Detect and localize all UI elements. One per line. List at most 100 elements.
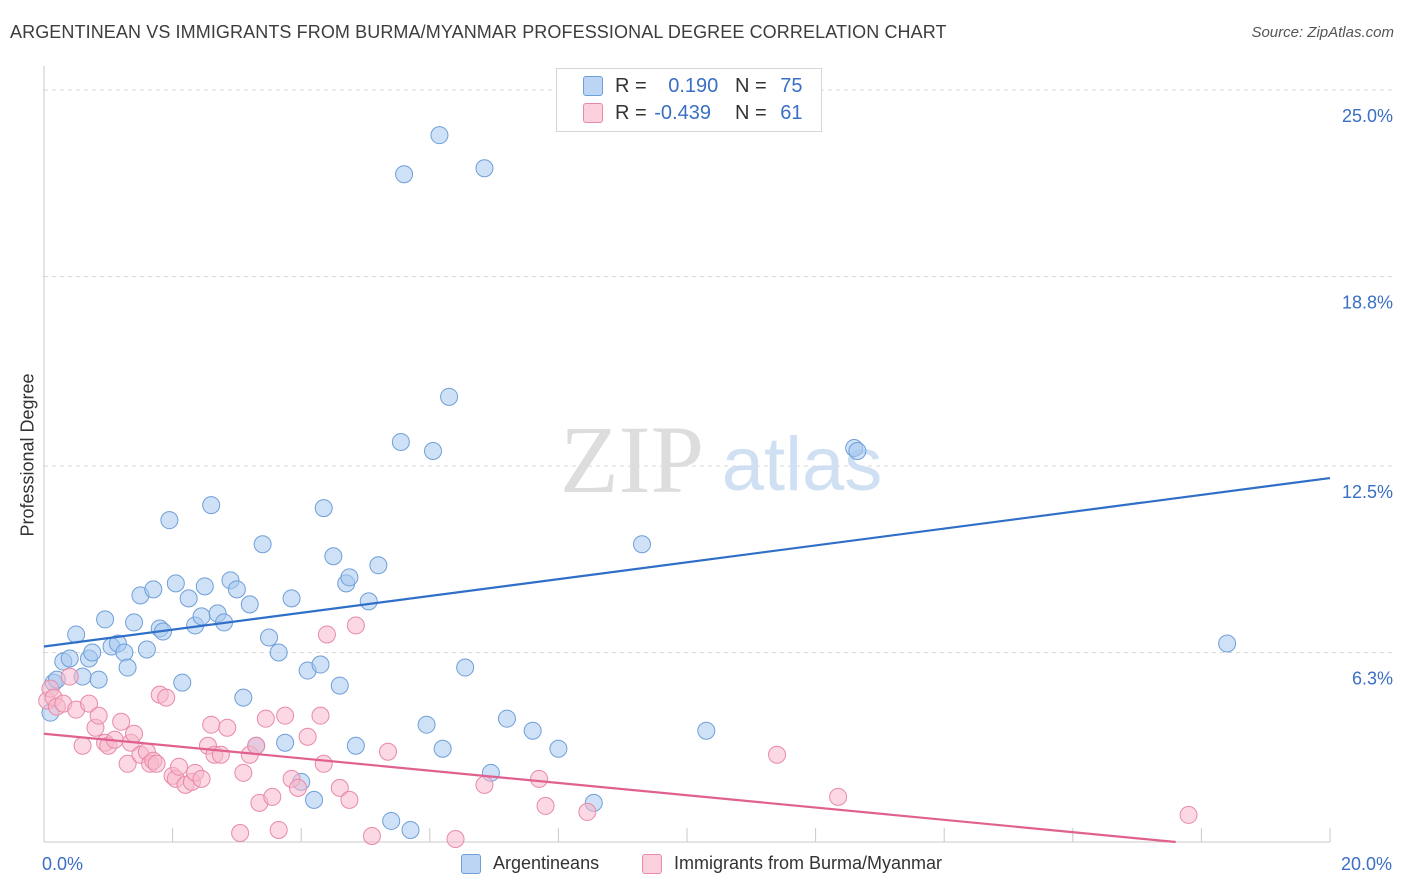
point-argentineans [369, 556, 388, 575]
point-argentineans [253, 535, 272, 554]
y-tick-label: 12.5% [1342, 482, 1393, 502]
point-argentineans [96, 610, 115, 629]
n-value: 61 [780, 101, 803, 124]
point-burma [125, 724, 144, 743]
point-burma [73, 736, 92, 755]
point-burma [1179, 805, 1198, 824]
n-label: N = [735, 101, 773, 124]
point-argentineans [314, 499, 333, 518]
point-burma [829, 787, 848, 806]
point-argentineans [697, 721, 716, 740]
point-burma [247, 736, 266, 755]
legend-swatch-burma [642, 853, 662, 874]
point-argentineans [417, 715, 436, 734]
point-argentineans [227, 580, 246, 599]
point-argentineans [276, 733, 295, 752]
y-tick-label: 25.0% [1342, 106, 1393, 126]
n-value: 75 [780, 74, 803, 97]
point-argentineans [115, 643, 134, 662]
point-argentineans [456, 658, 475, 677]
point-argentineans [144, 580, 163, 599]
point-burma [231, 823, 250, 842]
tick-labels: 6.3% 12.5% 18.8% 25.0% 0.0% 20.0% [42, 106, 1393, 874]
point-argentineans [848, 441, 867, 460]
point-argentineans [430, 126, 449, 145]
stats-legend: R = 0.190 N = 75 R = -0.439 N = 61 [556, 68, 822, 132]
point-burma [211, 745, 230, 764]
legend-label-burma: Immigrants from Burma/Myanmar [674, 853, 943, 873]
point-burma [362, 826, 381, 845]
x-tick-label: 20.0% [1341, 854, 1392, 874]
points-layer [38, 90, 1237, 848]
point-burma [330, 778, 349, 797]
point-burma [346, 616, 365, 635]
legend-item-argentineans[interactable]: Argentineans [461, 853, 599, 874]
point-argentineans [125, 613, 144, 632]
point-argentineans [118, 658, 137, 677]
point-burma [475, 775, 494, 794]
point-argentineans [346, 736, 365, 755]
point-burma [60, 667, 79, 686]
point-argentineans [311, 655, 330, 674]
grid-lines [44, 89, 1392, 654]
point-argentineans [382, 811, 401, 830]
legend-item-burma[interactable]: Immigrants from Burma/Myanmar [642, 853, 942, 874]
y-tick-label: 6.3% [1352, 669, 1393, 689]
point-argentineans [549, 739, 568, 758]
point-burma [578, 802, 597, 821]
legend-label-argentineans: Argentineans [493, 853, 600, 873]
point-argentineans [240, 595, 259, 614]
point-argentineans [440, 387, 459, 406]
point-argentineans [202, 496, 221, 515]
point-burma [256, 709, 275, 728]
r-label: R = [615, 74, 653, 97]
point-argentineans [179, 589, 198, 608]
x-tick-label: 0.0% [42, 854, 83, 874]
point-burma [192, 769, 211, 788]
point-argentineans [160, 511, 179, 530]
point-argentineans [83, 643, 102, 662]
point-burma [768, 745, 787, 764]
point-argentineans [1218, 634, 1237, 653]
point-argentineans [523, 721, 542, 740]
point-burma [234, 763, 253, 782]
point-argentineans [401, 820, 420, 839]
point-argentineans [497, 709, 516, 728]
point-argentineans [89, 670, 108, 689]
point-burma [276, 706, 295, 725]
point-burma [118, 754, 137, 773]
point-burma [530, 769, 549, 788]
point-argentineans [330, 676, 349, 695]
point-argentineans [282, 589, 301, 608]
point-argentineans [433, 739, 452, 758]
point-burma [288, 778, 307, 797]
r-value: -0.439 [654, 101, 711, 124]
point-argentineans [340, 568, 359, 587]
point-argentineans [173, 673, 192, 692]
point-burma [170, 757, 189, 776]
series-legend: Argentineans Immigrants from Burma/Myanm… [0, 851, 1406, 879]
point-burma [311, 706, 330, 725]
point-argentineans [324, 547, 343, 566]
trend-line-argentineans [43, 476, 1331, 648]
point-burma [269, 820, 288, 839]
legend-swatch-burma [583, 103, 603, 123]
watermark-zip: ZIP [560, 406, 704, 513]
point-burma [340, 790, 359, 809]
point-argentineans [475, 159, 494, 178]
legend-swatch-argentineans [583, 76, 603, 96]
point-burma [157, 688, 176, 707]
point-burma [317, 625, 336, 644]
point-argentineans [269, 643, 288, 662]
point-argentineans [424, 441, 443, 460]
point-burma [80, 694, 99, 713]
point-burma [202, 715, 221, 734]
point-burma [112, 712, 131, 731]
point-burma [379, 742, 398, 761]
point-burma [298, 727, 317, 746]
point-burma [314, 754, 333, 773]
point-burma [446, 829, 465, 848]
n-label: N = [735, 74, 773, 97]
legend-swatch-argentineans [461, 853, 481, 874]
